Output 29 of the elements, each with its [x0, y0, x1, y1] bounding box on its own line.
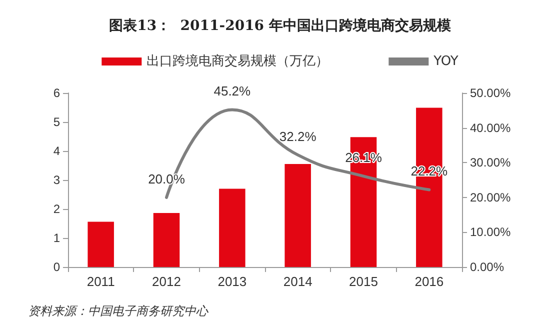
chart-title: 图表13： 2011-2016 年中国出口跨境电商交易规模 — [109, 17, 452, 34]
x-tick-label: 2016 — [414, 274, 444, 289]
y2-tick-label: 10.00% — [470, 225, 512, 240]
x-tick-label: 2013 — [218, 274, 247, 289]
y2-tick-label: 20.00% — [470, 190, 512, 204]
y2-tick-label: 40.00% — [470, 120, 512, 135]
y-tick-label: 1 — [53, 231, 60, 245]
y-tick-label: 6 — [53, 86, 60, 100]
x-tick-label: 2015 — [349, 274, 378, 289]
y-tick-label: 4 — [53, 144, 60, 158]
bar — [219, 188, 246, 267]
bar — [284, 164, 311, 267]
bar — [153, 213, 180, 267]
x-tick-label: 2011 — [86, 274, 115, 289]
y2-tick-label: 30.00% — [470, 156, 512, 170]
y-tick-label: 3 — [53, 173, 60, 187]
y-tick-label: 0 — [53, 260, 60, 274]
x-tick-label: 2014 — [283, 274, 312, 289]
data-label: 32.2% — [279, 128, 317, 144]
legend-label: 出口跨境电商交易规模（万亿） — [146, 53, 329, 69]
y2-tick-label: 50.00% — [470, 86, 512, 100]
y2-tick-label: 0.00% — [470, 260, 504, 274]
legend-label: YOY — [432, 54, 458, 69]
text: 资料来源：中国电子商务研究中心 — [28, 304, 209, 318]
data-label: 45.2% — [214, 84, 252, 99]
x-tick-label: 2012 — [152, 274, 181, 289]
y-tick-label: 2 — [53, 202, 60, 216]
bar — [88, 222, 114, 267]
y-tick-label: 5 — [53, 115, 60, 129]
